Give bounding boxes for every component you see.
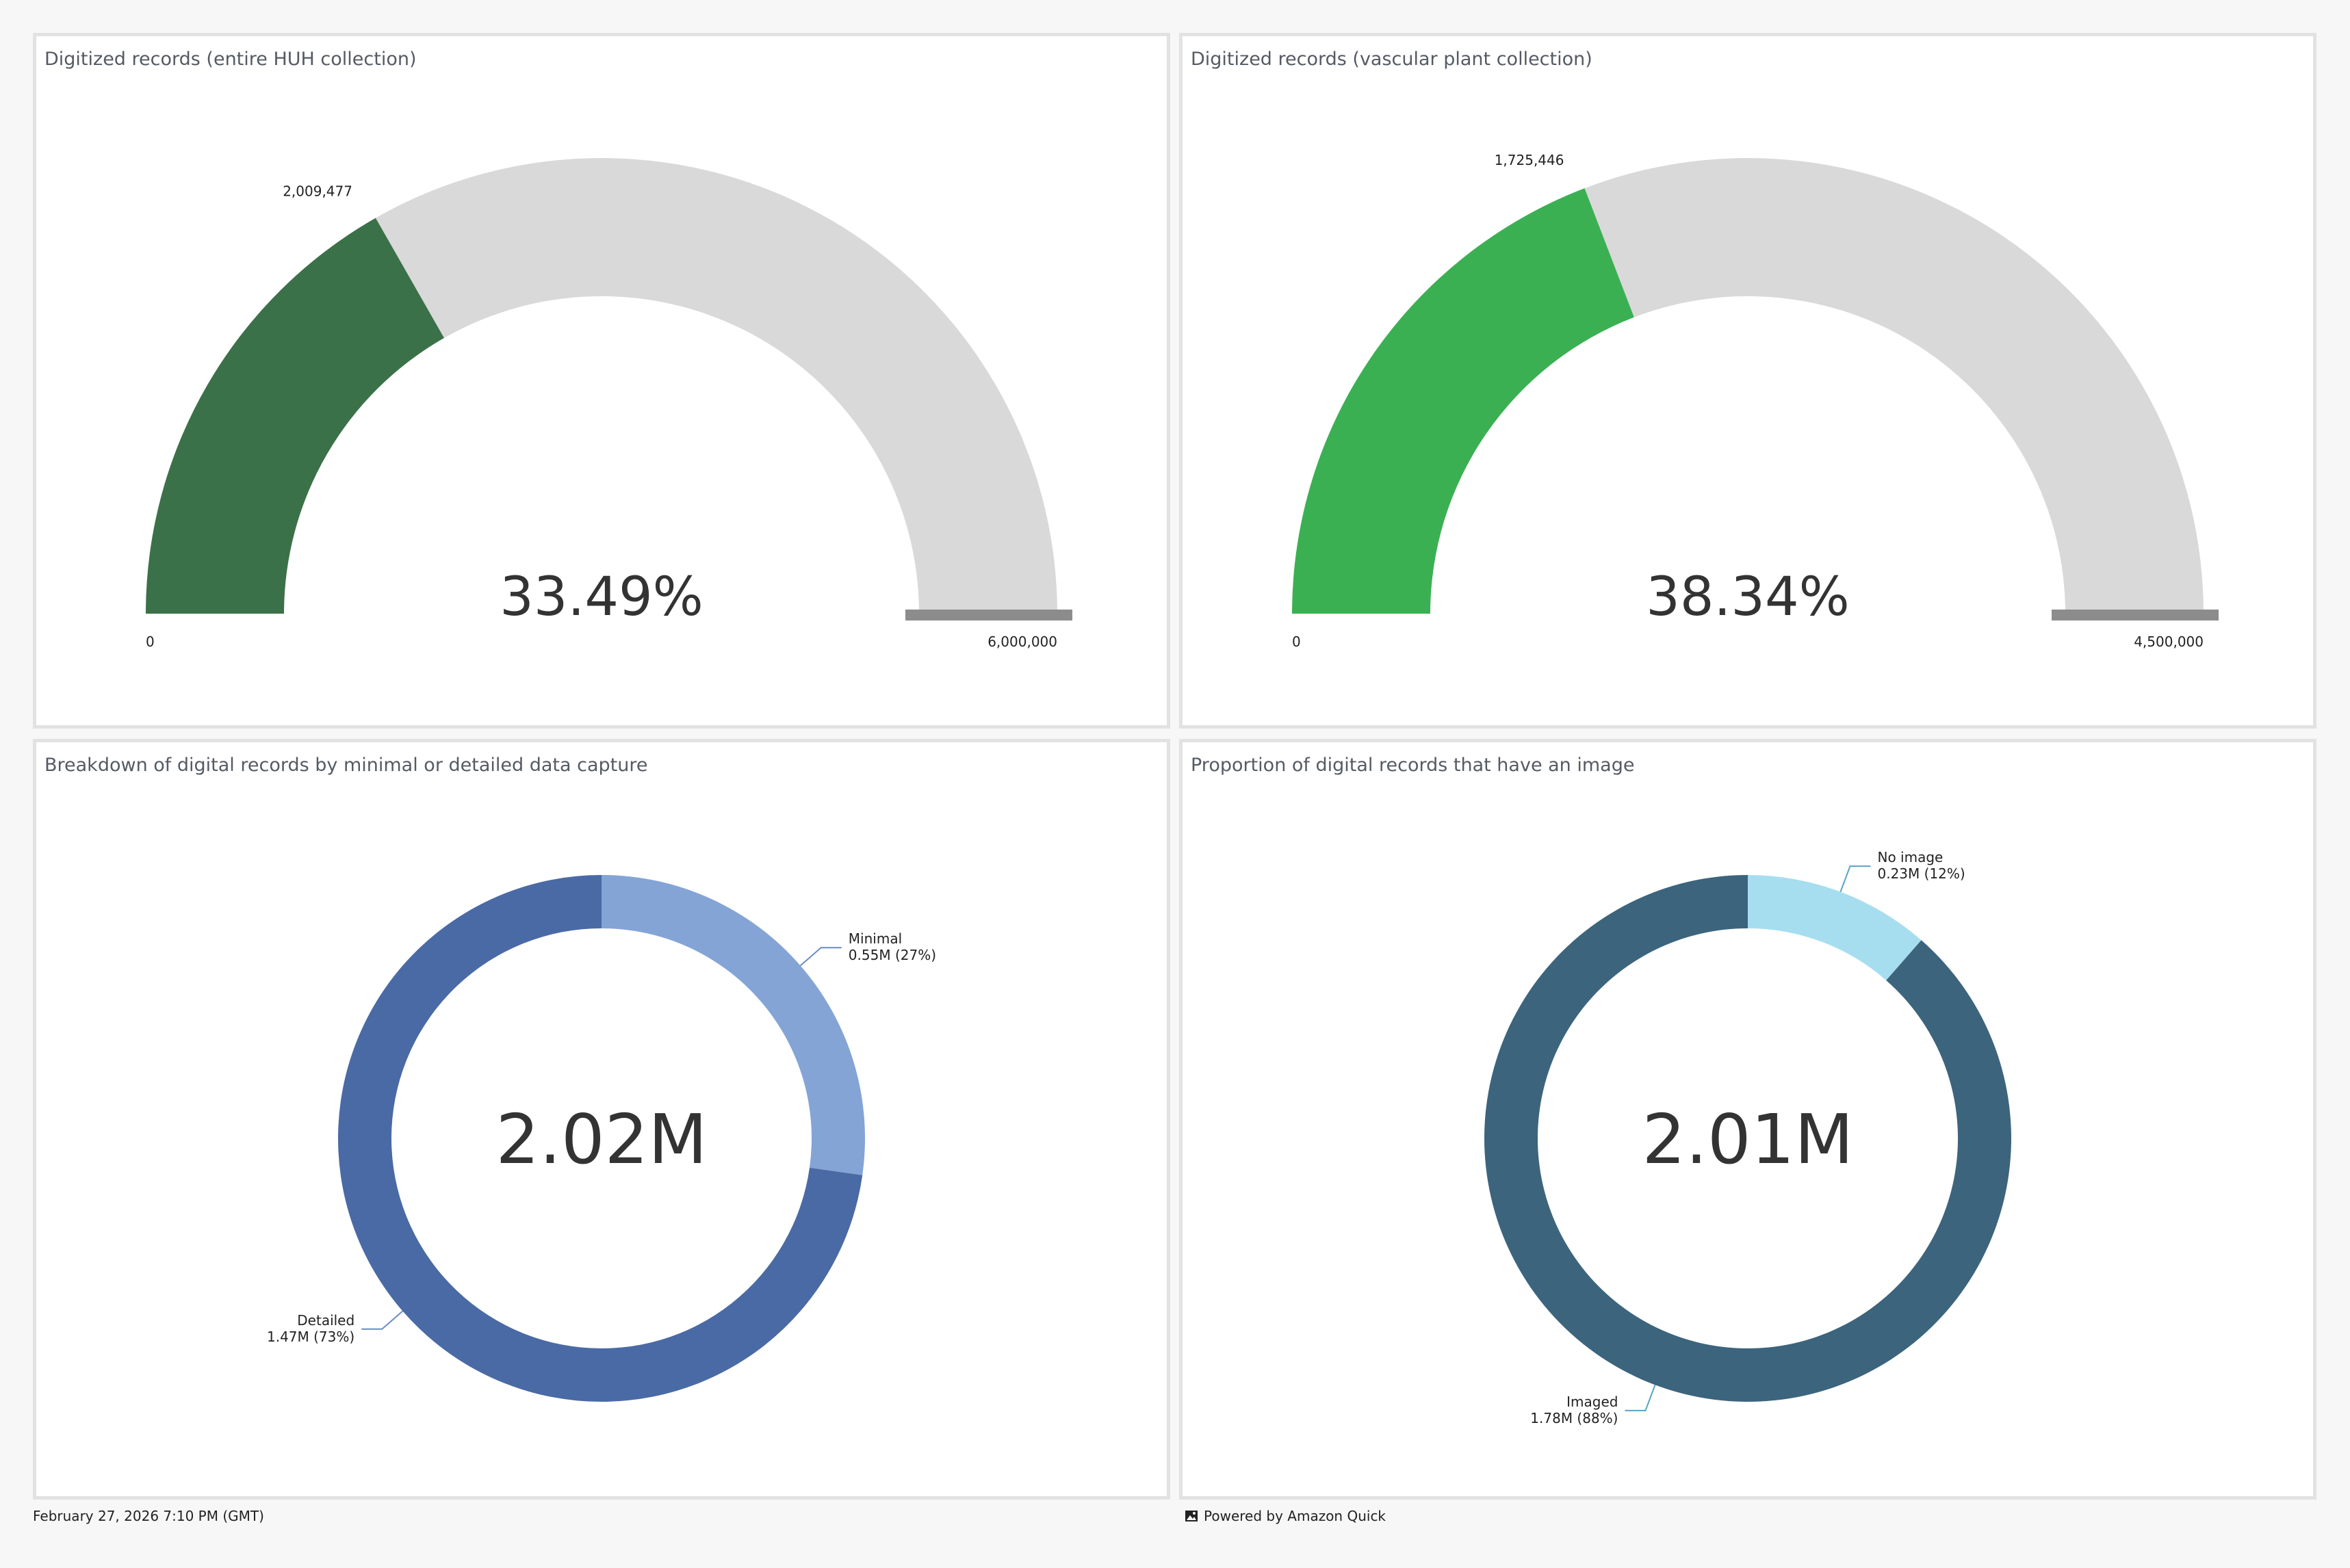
panel-title: Digitized records (entire HUH collection… xyxy=(44,49,417,70)
powered-by-text: Powered by Amazon Quick xyxy=(1204,1508,1386,1524)
gauge-panel-huh: Digitized records (entire HUH collection… xyxy=(33,33,1170,729)
gauge-min-label: 0 xyxy=(1292,633,1301,650)
donut-panel-capture: Breakdown of digital records by minimal … xyxy=(33,739,1170,1500)
gauge-min-label: 0 xyxy=(146,633,155,650)
donut-chart-image: No image 0.23M (12%) Imaged 1.78M (88%) … xyxy=(1484,849,2011,1426)
gauge-panel-vascular: Digitized records (vascular plant collec… xyxy=(1179,33,2316,729)
leader-line-detailed xyxy=(361,1310,404,1330)
callout-detailed-value: 1.47M (73%) xyxy=(267,1329,354,1345)
callout-minimal-name: Minimal xyxy=(849,930,902,947)
callout-detailed-name: Detailed xyxy=(297,1312,354,1329)
gauge-max-cap xyxy=(2052,610,2219,620)
callout-imaged-value: 1.78M (88%) xyxy=(1530,1410,1618,1426)
donut-chart-capture: Minimal 0.55M (27%) Detailed 1.47M (73%)… xyxy=(267,875,936,1402)
gauge-max-cap xyxy=(905,610,1072,620)
gauge-chart-vascular: 1,725,446 0 4,500,000 38.34% xyxy=(1292,152,2219,650)
gauge-value-arc xyxy=(1292,188,1634,614)
donut-center-label: 2.02M xyxy=(496,1099,708,1179)
gauge-center-label: 33.49% xyxy=(500,566,703,628)
panel-title: Digitized records (vascular plant collec… xyxy=(1191,49,1592,70)
callout-no-image-value: 0.23M (12%) xyxy=(1878,865,1965,882)
gauge-value-label: 2,009,477 xyxy=(283,183,352,199)
gauge-max-label: 6,000,000 xyxy=(987,633,1057,650)
donut-panel-image: Proportion of digital records that have … xyxy=(1179,739,2316,1500)
donut-slice-no-image[interactable] xyxy=(1748,875,1922,980)
gauge-center-label: 38.34% xyxy=(1646,566,1849,628)
footer-date: February 27, 2026 7:10 PM (GMT) xyxy=(33,1508,264,1524)
gauge-value-label: 1,725,446 xyxy=(1495,152,1564,168)
gauge-value-arc xyxy=(146,218,444,614)
leader-line-no-image xyxy=(1839,865,1871,892)
leader-line-imaged xyxy=(1625,1385,1656,1411)
donut-slice-minimal[interactable] xyxy=(602,875,865,1175)
gauge-track xyxy=(1584,157,2204,614)
gauge-chart-huh: 2,009,477 0 6,000,000 33.49% xyxy=(146,157,1072,650)
gauge-track xyxy=(375,157,1057,614)
callout-imaged-name: Imaged xyxy=(1566,1394,1618,1410)
callout-minimal-value: 0.55M (27%) xyxy=(849,947,936,963)
panel-title: Proportion of digital records that have … xyxy=(1191,755,1635,776)
image-icon xyxy=(1185,1511,1198,1521)
donut-center-label: 2.01M xyxy=(1642,1099,1854,1179)
leader-line-minimal xyxy=(799,947,842,967)
panel-title: Breakdown of digital records by minimal … xyxy=(44,755,648,776)
powered-by: Powered by Amazon Quick xyxy=(1185,1508,1386,1524)
gauge-max-label: 4,500,000 xyxy=(2134,633,2204,650)
callout-no-image-name: No image xyxy=(1878,849,1944,865)
